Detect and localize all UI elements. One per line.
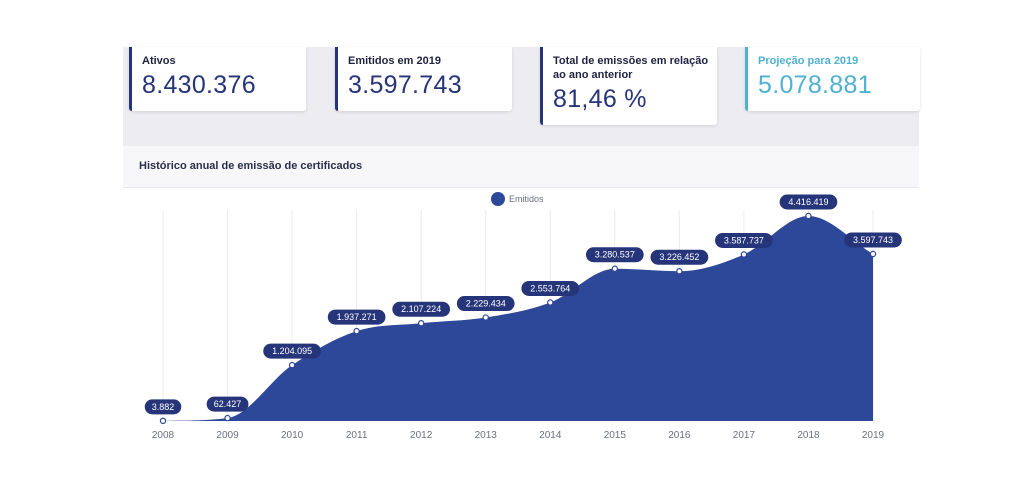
data-label: 1.937.271 bbox=[327, 309, 386, 325]
data-point[interactable] bbox=[353, 327, 360, 335]
stat-label: Ativos bbox=[142, 55, 176, 67]
data-point[interactable] bbox=[805, 212, 812, 220]
data-label-text: 1.937.271 bbox=[337, 312, 377, 322]
stat-card-total-emissoes: Total de emissões em relação ao ano ante… bbox=[540, 47, 717, 125]
data-label-bubble bbox=[206, 396, 249, 412]
x-tick-label: 2019 bbox=[862, 430, 885, 441]
data-point[interactable] bbox=[482, 314, 489, 321]
data-label-text: 62.427 bbox=[214, 399, 242, 409]
stat-label: Emitidos em 2019 bbox=[348, 55, 441, 67]
data-label-bubble bbox=[715, 232, 773, 248]
data-label-text: 1.204.095 bbox=[272, 346, 312, 356]
stat-value: 3.597.743 bbox=[348, 71, 462, 99]
stat-value: 8.430.376 bbox=[142, 71, 256, 99]
data-point[interactable] bbox=[547, 299, 554, 306]
data-point[interactable] bbox=[224, 414, 231, 422]
data-point[interactable] bbox=[159, 417, 167, 425]
stat-label: Total de emissões em relação ao ano ante… bbox=[553, 55, 709, 81]
x-tick-label: 2009 bbox=[216, 430, 239, 441]
stat-value: 81,46 % bbox=[553, 85, 647, 113]
stat-card-projecao: Projeção para 2019 5.078.881 bbox=[745, 47, 920, 111]
data-label-text: 3.226.452 bbox=[659, 252, 699, 262]
x-tick-label: 2008 bbox=[152, 430, 175, 441]
stat-card-emitidos: Emitidos em 2019 3.597.743 bbox=[335, 47, 512, 111]
chart-header: Histórico anual de emissão de certificad… bbox=[123, 146, 919, 188]
data-point[interactable] bbox=[676, 268, 683, 275]
data-label: 3.280.537 bbox=[585, 247, 644, 263]
stat-label: Projeção para 2019 bbox=[758, 55, 859, 67]
data-label-bubble bbox=[650, 249, 709, 265]
data-label: 2.553.764 bbox=[521, 280, 580, 296]
data-point[interactable] bbox=[869, 250, 877, 258]
data-label: 4.416.419 bbox=[779, 194, 838, 210]
data-labels: 3.882 62.427 1.204.095 1.937.271 2.107.224 2.… bbox=[144, 194, 902, 415]
data-label-text: 2.229.434 bbox=[466, 299, 506, 309]
data-label-bubble bbox=[844, 232, 902, 248]
data-label-bubble bbox=[392, 301, 451, 317]
data-label: 3.587.737 bbox=[715, 232, 773, 248]
legend-marker bbox=[491, 192, 505, 206]
x-tick-label: 2017 bbox=[733, 430, 756, 441]
data-label-text: 2.107.224 bbox=[401, 304, 441, 314]
data-label-text: 2.553.764 bbox=[530, 283, 570, 293]
data-label: 62.427 bbox=[206, 396, 249, 412]
chart-legend[interactable]: Emitidos bbox=[491, 192, 544, 206]
x-tick-label: 2013 bbox=[475, 430, 498, 441]
data-label-text: 4.416.419 bbox=[788, 197, 828, 207]
data-label-bubble bbox=[521, 280, 580, 296]
data-label-text: 3.882 bbox=[152, 402, 175, 412]
data-label-bubble bbox=[327, 309, 386, 325]
data-label-bubble bbox=[263, 343, 321, 359]
data-label-text: 3.587.737 bbox=[724, 235, 764, 245]
x-axis-ticks: 2008 2009 2010 2011 2012 2013 2014 2015 2016 2017… bbox=[152, 430, 885, 441]
data-point[interactable] bbox=[740, 251, 748, 258]
data-label: 2.107.224 bbox=[392, 301, 451, 317]
x-tick-label: 2012 bbox=[410, 430, 433, 441]
data-label-bubble bbox=[456, 296, 515, 312]
data-label: 1.204.095 bbox=[263, 343, 321, 359]
x-tick-label: 2018 bbox=[797, 430, 820, 441]
x-tick-label: 2010 bbox=[281, 430, 304, 441]
data-label: 3.597.743 bbox=[844, 232, 902, 248]
data-label: 3.226.452 bbox=[650, 249, 709, 265]
x-tick-label: 2011 bbox=[346, 430, 368, 441]
data-label-text: 3.280.537 bbox=[595, 250, 635, 260]
legend-label: Emitidos bbox=[509, 194, 544, 204]
data-point[interactable] bbox=[288, 361, 296, 369]
data-label-bubble bbox=[779, 194, 838, 210]
data-label-bubble bbox=[144, 399, 182, 415]
series-area-emitidos bbox=[163, 216, 873, 421]
data-point[interactable] bbox=[417, 319, 425, 327]
chart-title: Histórico anual de emissão de certificad… bbox=[139, 160, 363, 172]
data-point[interactable] bbox=[611, 265, 619, 272]
data-label-text: 3.597.743 bbox=[853, 235, 893, 245]
data-label-bubble bbox=[585, 247, 644, 263]
x-tick-label: 2016 bbox=[668, 430, 691, 441]
stat-card-ativos: Ativos 8.430.376 bbox=[129, 47, 306, 111]
stat-value: 5.078.881 bbox=[758, 71, 872, 99]
x-tick-label: 2015 bbox=[604, 430, 627, 441]
x-tick-label: 2014 bbox=[539, 430, 562, 441]
data-label: 2.229.434 bbox=[456, 296, 515, 312]
data-label: 3.882 bbox=[144, 399, 182, 415]
data-points bbox=[159, 212, 877, 425]
